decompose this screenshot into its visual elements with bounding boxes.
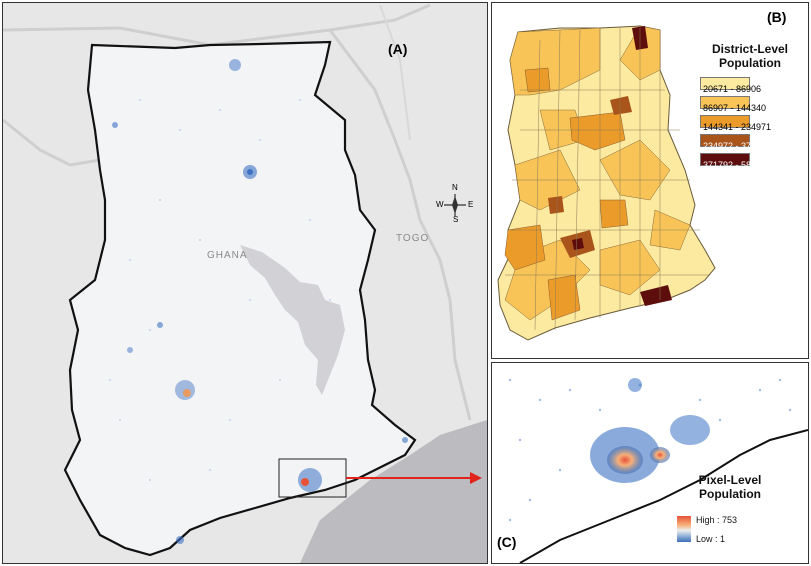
settlement-clusters xyxy=(112,59,408,544)
urban-core xyxy=(607,446,643,474)
compass-rose xyxy=(444,194,466,216)
neighbor-border-se xyxy=(379,4,411,141)
pixel-legend-low: Low : 1 xyxy=(696,534,726,544)
lake-volta xyxy=(240,245,345,395)
legend-row-1: 20671 - 86906 xyxy=(700,76,761,94)
districts-class4 xyxy=(548,96,632,258)
compass-w: W xyxy=(436,200,444,209)
legend-row-5: 371792 - 580866 xyxy=(700,152,771,170)
legend-swatch-1 xyxy=(700,76,750,90)
district-legend-title-line2: Population xyxy=(719,56,781,70)
compass-n: N xyxy=(452,183,458,192)
legend-range-1: 20671 - 86906 xyxy=(703,84,762,94)
district-boundaries xyxy=(505,28,710,331)
compass-s: S xyxy=(453,215,459,224)
panel-b-content xyxy=(497,25,716,341)
neighbor-border-north xyxy=(3,3,431,47)
coastline-inset xyxy=(519,429,808,563)
legend-range-3: 144341 - 234971 xyxy=(703,122,772,132)
districts-class3 xyxy=(504,67,629,321)
panel-c-content xyxy=(492,363,808,563)
urban-area-east xyxy=(670,415,710,445)
country-label-togo: TOGO xyxy=(396,233,430,244)
legend-row-2: 86907 - 144340 xyxy=(700,95,766,113)
panel-b-label: (B) xyxy=(767,9,787,25)
sea xyxy=(300,420,487,563)
pixel-legend-gradient xyxy=(677,516,691,542)
urban-node xyxy=(628,378,642,392)
legend-swatch-3 xyxy=(700,114,750,128)
pixel-legend-title-line1: Pixel-Level xyxy=(698,473,762,487)
pixel-legend-title-line2: Population xyxy=(699,487,761,501)
settlement-texture xyxy=(109,99,331,481)
legend-swatch-2 xyxy=(700,95,750,109)
district-legend-title-line1: District-Level xyxy=(711,42,789,56)
pixel-legend-title: Pixel-Level Population xyxy=(680,473,780,501)
urban-core-2 xyxy=(650,447,670,463)
pixel-legend-high: High : 753 xyxy=(696,515,738,525)
legend-swatch-4 xyxy=(700,133,750,147)
panel-a-content xyxy=(3,3,487,563)
legend-range-4: 234972 - 371791 xyxy=(703,141,772,151)
ghana-outline xyxy=(63,40,417,557)
legend-range-5: 371792 - 580866 xyxy=(703,160,772,170)
neighbor-border-west xyxy=(3,118,101,167)
country-label-ghana: GHANA xyxy=(207,250,248,261)
district-legend-title: District-Level Population xyxy=(700,42,800,70)
sea-inset xyxy=(520,430,808,563)
legend-row-4: 234972 - 371791 xyxy=(700,133,771,151)
legend-row-3: 144341 - 234971 xyxy=(700,114,771,132)
panel-c-label: (C) xyxy=(497,534,517,550)
inset-arrow-head xyxy=(470,472,482,484)
legend-swatch-5 xyxy=(700,152,750,166)
panel-a-label: (A) xyxy=(388,41,408,57)
neighbor-border-east xyxy=(328,29,472,421)
legend-range-2: 86907 - 144340 xyxy=(703,103,767,113)
compass-e: E xyxy=(468,200,474,209)
